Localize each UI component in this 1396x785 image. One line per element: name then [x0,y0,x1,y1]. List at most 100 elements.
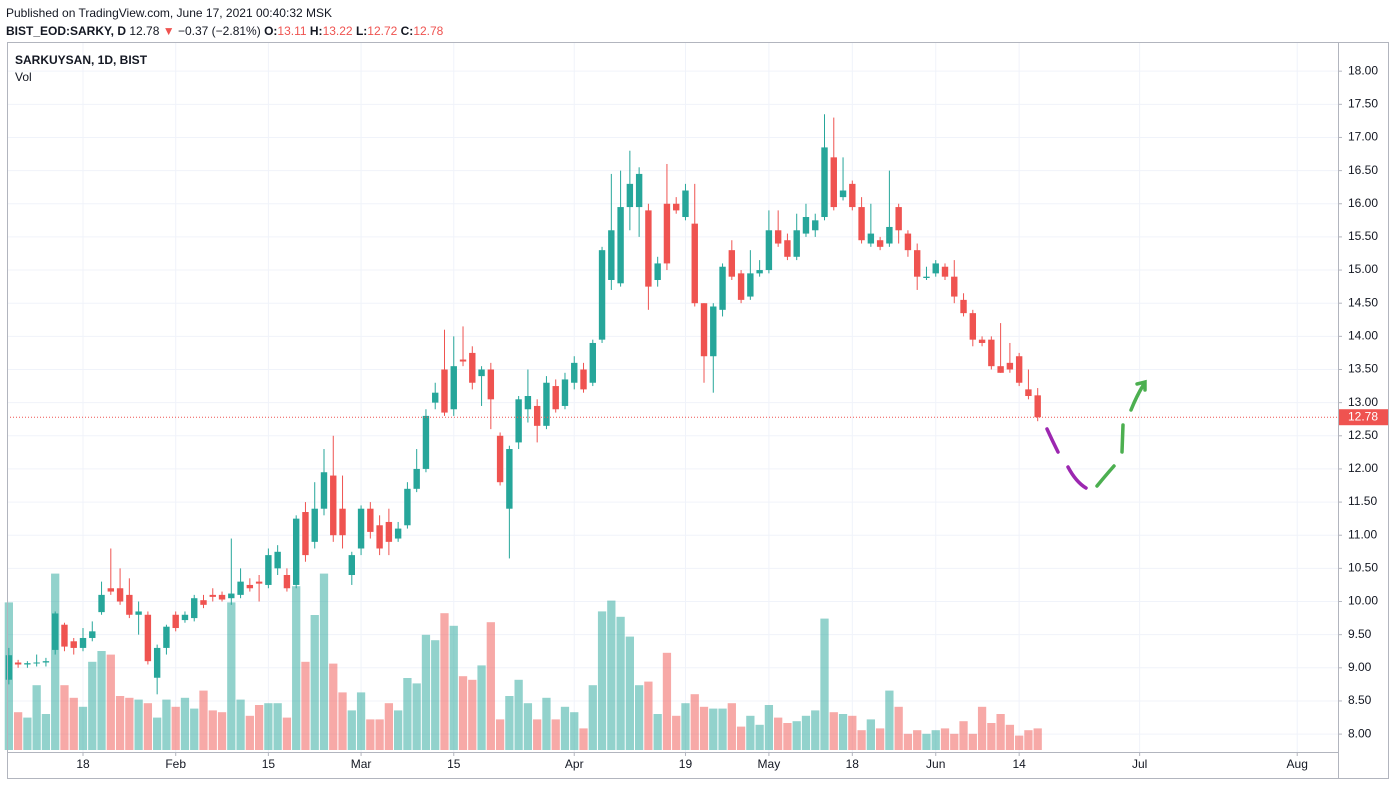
candle-body [1015,356,1023,383]
candle-body [700,303,708,357]
candle-body [292,518,300,585]
volume-bar [792,721,801,750]
candle-body [524,396,532,410]
volume-bar [968,733,977,750]
candle-body [320,472,328,509]
candle-body [209,594,216,597]
candle-body [802,217,810,234]
drawn-stroke [1045,427,1060,454]
volume-bar [764,705,774,750]
volume-bar [143,703,153,750]
volume-bar [848,715,857,750]
candle-body [691,223,698,304]
volume-bar [273,703,282,750]
volume-bar [440,613,449,750]
candle-body [404,488,411,526]
volume-bar [486,622,495,750]
volume-bar [1015,735,1024,750]
candle-body [923,276,930,279]
volume-bar [254,705,264,750]
volume-bar [88,661,97,750]
candle-body [302,512,309,556]
volume-bar [301,661,310,750]
volume-bar [727,703,736,750]
volume-bar [282,717,292,750]
volume-bar [894,706,903,750]
candle-body [673,203,680,211]
volume-bar [60,685,69,750]
candle-body [904,233,912,251]
volume-bar [579,728,588,750]
x-tick-label: May [758,757,781,771]
volume-bar [162,699,171,750]
volume-bar [264,703,273,750]
volume-bar [245,715,254,750]
volume-bar [820,618,829,750]
candle-body [24,663,31,665]
candle-body [515,399,522,443]
volume-label: Vol [15,70,32,84]
volume-bar [106,654,115,750]
x-tick-label: Apr [565,757,584,771]
candle-body [774,230,782,244]
candle-body [441,369,448,413]
y-tick-label: 13.50 [1348,362,1378,376]
candle-body [895,207,902,231]
open: 13.11 [277,24,307,38]
volume-bar [366,719,375,750]
candle-body [663,203,671,264]
x-tick-label: 15 [262,757,276,771]
candle-body [98,594,105,613]
y-tick-label: 12.00 [1348,461,1378,475]
volume-bar [23,717,32,750]
volume-bar [690,694,699,750]
x-tick-label: Jun [926,757,945,771]
volume-bar [699,706,709,750]
candle-body [14,662,22,665]
h-label: H: [309,24,323,38]
candle-body [181,614,189,621]
volume-bar [394,710,403,750]
volume-bar [69,697,78,750]
volume-bar [227,602,236,750]
y-tick-label: 11.00 [1348,527,1377,541]
y-tick-label: 8.00 [1348,726,1372,740]
volume-bar [672,715,681,750]
volume-bar [347,710,356,750]
volume-bar [662,652,672,750]
candle-body [274,551,281,569]
volume-bar [458,676,468,750]
volume-bar [875,728,885,750]
candle-body [645,210,652,287]
candle-body [33,662,40,664]
candle-body [1034,395,1041,418]
candle-body [89,631,96,638]
candle-body [951,276,958,297]
y-tick-label: 9.50 [1348,627,1372,641]
volume-bar [987,723,996,750]
candle-body [126,594,133,615]
x-tick-label: 18 [846,757,860,771]
candle-body [79,637,87,648]
candle-body [376,525,383,549]
candle-body [580,369,587,390]
candle-body [997,366,1004,373]
candle-body [311,508,318,542]
candle-body [589,342,596,383]
volume-bar [709,708,718,750]
x-tick-label: 18 [76,757,90,771]
o-label: O: [264,24,278,38]
candle-body [496,435,504,483]
candle-body [218,594,226,600]
header: Published on TradingView.com, June 17, 2… [6,4,443,40]
candle-body [422,415,430,469]
volume-bar [97,651,106,750]
volume-bar [950,733,959,750]
candle-body [191,598,198,619]
volume-bar [653,714,662,750]
volume-bar [607,600,616,750]
volume-bar [542,697,551,750]
frame [7,42,1389,779]
y-tick-label: 16.00 [1348,196,1378,210]
